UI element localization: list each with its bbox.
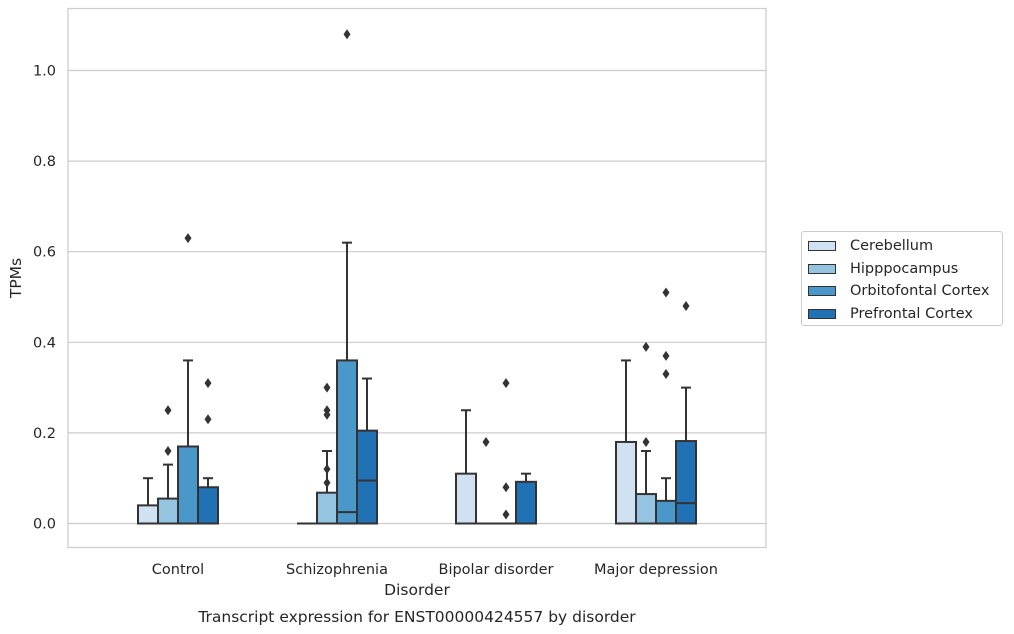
outlier-point: [323, 477, 331, 488]
outlier-point: [204, 378, 212, 389]
y-tick-label: 1.0: [33, 64, 56, 80]
legend-item: Prefrontal Cortex: [808, 303, 1002, 326]
box-layer: [137, 29, 697, 525]
outlier-point: [642, 436, 650, 447]
outlier-point: [502, 509, 510, 520]
grid-layer: [68, 69, 766, 525]
box-rect: [655, 499, 677, 525]
box-prefrontal-cortex: [515, 472, 537, 525]
outlier-point: [323, 464, 331, 475]
legend-label: Hipppocampus: [850, 260, 959, 277]
chart-title: Transcript expression for ENST0000042455…: [197, 608, 636, 626]
outlier-point: [323, 405, 331, 416]
outlier-point: [184, 233, 192, 244]
box-rect: [197, 486, 219, 525]
legend-swatch: [808, 286, 836, 297]
box-rect: [515, 480, 537, 525]
box-rect: [336, 359, 358, 525]
y-tick-label: 0.6: [33, 245, 56, 261]
box-prefrontal-cortex: [675, 301, 697, 525]
plot-frame: [67, 7, 767, 549]
legend-swatch: [808, 309, 836, 320]
legend-label: Cerebellum: [850, 238, 934, 255]
box-cerebellum: [137, 477, 159, 525]
legend: Cerebellum Hipppocampus Orbitofontal Corte…: [801, 231, 1003, 326]
y-axis-label: TPMs: [7, 258, 25, 299]
outlier-point: [204, 414, 212, 425]
box-rect: [177, 445, 199, 525]
box-rect: [316, 491, 338, 525]
legend-item: Orbitofontal Cortex: [808, 280, 1002, 303]
y-tick-label: 0.4: [33, 335, 56, 351]
outlier-point: [343, 29, 351, 40]
x-axis-label: Disorder: [384, 581, 450, 599]
box-orbitofontal-cortex: [177, 233, 199, 525]
legend-swatch: [808, 263, 836, 274]
box-hipppocampus: [316, 382, 338, 525]
y-tick-labels: 0.0 0.2 0.4 0.6 0.8 1.0: [33, 64, 56, 533]
y-tick-label: 0.0: [33, 517, 56, 533]
outlier-point: [482, 436, 490, 447]
x-tick-label: Bipolar disorder: [439, 562, 554, 578]
outlier-point: [502, 378, 510, 389]
box-rect: [356, 429, 378, 525]
legend-item: Hipppocampus: [808, 258, 1002, 281]
box-cerebellum: [615, 359, 637, 525]
outlier-point: [662, 369, 670, 380]
outlier-point: [323, 382, 331, 393]
box-rect: [615, 440, 637, 525]
box-cerebellum: [455, 409, 477, 525]
box-orbitofontal-cortex: [496, 378, 516, 525]
x-tick-labels: Control Schizophrenia Bipolar disorder Majo…: [152, 562, 718, 578]
box-rect: [455, 472, 477, 525]
y-tick-label: 0.8: [33, 154, 56, 170]
x-tick-label: Schizophrenia: [286, 562, 388, 578]
box-orbitofontal-cortex: [655, 287, 677, 525]
outlier-point: [164, 446, 172, 457]
box-hipppocampus: [476, 436, 496, 525]
legend-item: Cerebellum: [808, 235, 1002, 258]
x-tick-label: Control: [152, 562, 204, 578]
x-tick-label: Major depression: [594, 562, 718, 578]
box-prefrontal-cortex: [356, 377, 378, 525]
box-rect: [675, 440, 697, 525]
box-rect: [635, 493, 657, 525]
outlier-point: [502, 482, 510, 493]
y-tick-label: 0.2: [33, 426, 56, 442]
box-orbitofontal-cortex: [336, 29, 358, 525]
outlier-point: [164, 405, 172, 416]
outlier-point: [682, 301, 690, 312]
box-prefrontal-cortex: [197, 378, 219, 525]
outlier-point: [662, 350, 670, 361]
outlier-point: [642, 341, 650, 352]
outlier-point: [662, 287, 670, 298]
box-rect: [157, 497, 179, 525]
box-rect: [137, 504, 159, 525]
legend-swatch: [808, 241, 836, 252]
legend-label: Orbitofontal Cortex: [850, 283, 990, 300]
box-hipppocampus: [157, 405, 179, 525]
legend-label: Prefrontal Cortex: [850, 306, 973, 323]
